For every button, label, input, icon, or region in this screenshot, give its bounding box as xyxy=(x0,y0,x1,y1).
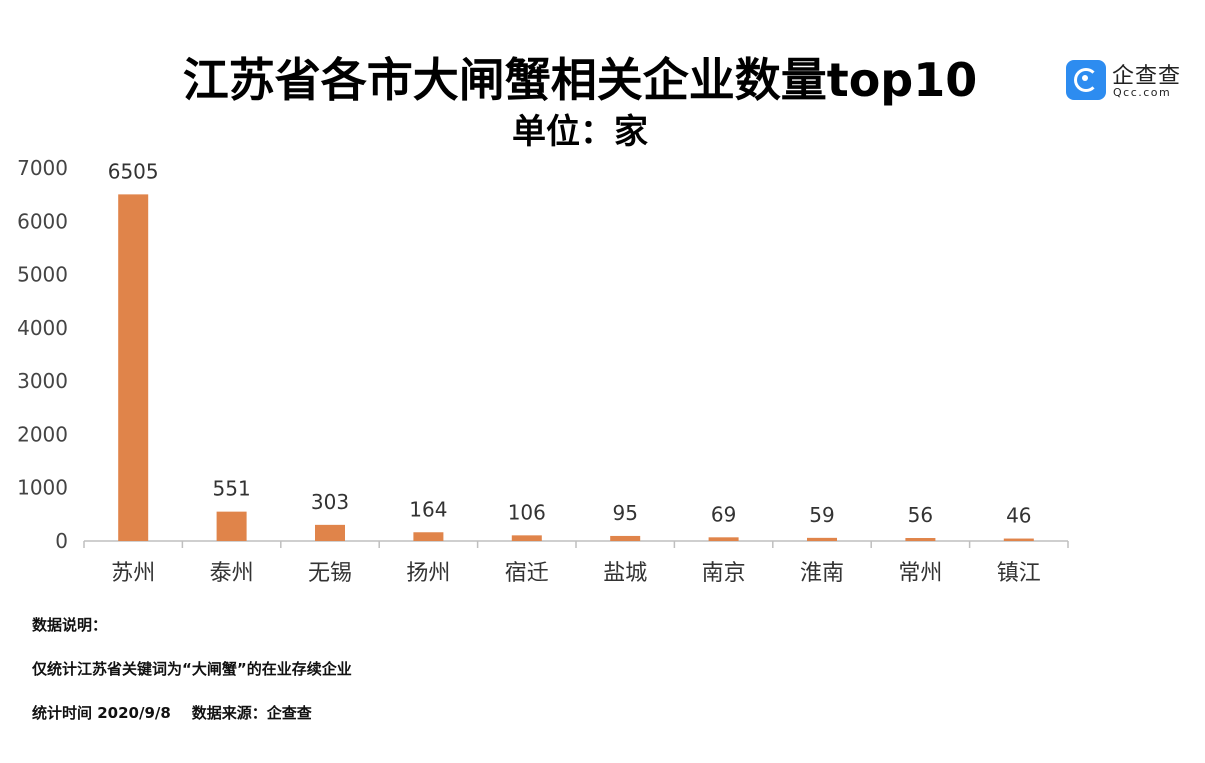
y-tick-label: 2000 xyxy=(17,422,68,446)
notes-heading: 数据说明： xyxy=(32,616,108,634)
category-label: 扬州 xyxy=(406,561,450,586)
bar-7 xyxy=(708,537,739,541)
category-label: 泰州 xyxy=(210,561,254,586)
y-tick-label: 1000 xyxy=(17,476,68,500)
data-label: 106 xyxy=(508,500,546,524)
bar-2 xyxy=(216,511,247,541)
data-label: 95 xyxy=(612,501,637,525)
category-label: 宿迁 xyxy=(505,561,549,586)
bar-chart: 0 1000 2000 3000 4000 5000 6000 7000 6505 苏州 551 泰州… xyxy=(17,156,1069,586)
bar-9 xyxy=(905,538,936,541)
y-tick-label: 3000 xyxy=(17,369,68,393)
category-label: 无锡 xyxy=(308,561,352,586)
qcc-logo: 企查查 Qcc.com xyxy=(1066,60,1191,102)
category-label: 常州 xyxy=(898,561,942,586)
notes-line-source: 统计时间 2020/9/8 数据来源：企查查 xyxy=(32,704,312,722)
notes-line-scope: 仅统计江苏省关键词为“大闸蟹”的在业存续企业 xyxy=(32,660,352,678)
bar-5 xyxy=(511,535,542,541)
logo-url: Qcc.com xyxy=(1113,86,1172,99)
category-label: 镇江 xyxy=(997,561,1041,586)
logo-name: 企查查 xyxy=(1112,64,1182,89)
y-tick-label: 0 xyxy=(55,529,68,553)
chart-title: 江苏省各市大闸蟹相关企业数量top10 xyxy=(182,53,978,107)
y-tick-label: 4000 xyxy=(17,316,68,340)
chart-subtitle: 单位：家 xyxy=(512,112,648,152)
category-label: 南京 xyxy=(702,561,746,586)
data-label: 59 xyxy=(809,503,834,527)
bar-4 xyxy=(413,532,444,541)
data-label: 56 xyxy=(908,503,933,527)
data-label: 46 xyxy=(1006,504,1031,528)
y-tick-label: 7000 xyxy=(17,156,68,180)
category-label: 苏州 xyxy=(111,561,155,586)
data-label: 551 xyxy=(213,477,251,501)
data-label: 6505 xyxy=(108,159,159,183)
data-label: 303 xyxy=(311,490,349,514)
category-label: 盐城 xyxy=(603,561,647,586)
category-label: 淮南 xyxy=(800,561,844,586)
data-label: 164 xyxy=(409,497,447,521)
data-notes: 数据说明： 仅统计江苏省关键词为“大闸蟹”的在业存续企业 统计时间 2020/9… xyxy=(32,612,352,744)
bar-1 xyxy=(118,194,149,541)
data-label: 69 xyxy=(711,502,736,526)
qcc-logo-icon xyxy=(1066,60,1106,100)
bar-6 xyxy=(610,535,641,541)
bar-8 xyxy=(807,537,837,541)
y-tick-label: 5000 xyxy=(17,263,68,287)
bar-3 xyxy=(315,524,345,541)
y-tick-label: 6000 xyxy=(17,209,68,233)
bar-10 xyxy=(1003,538,1034,541)
